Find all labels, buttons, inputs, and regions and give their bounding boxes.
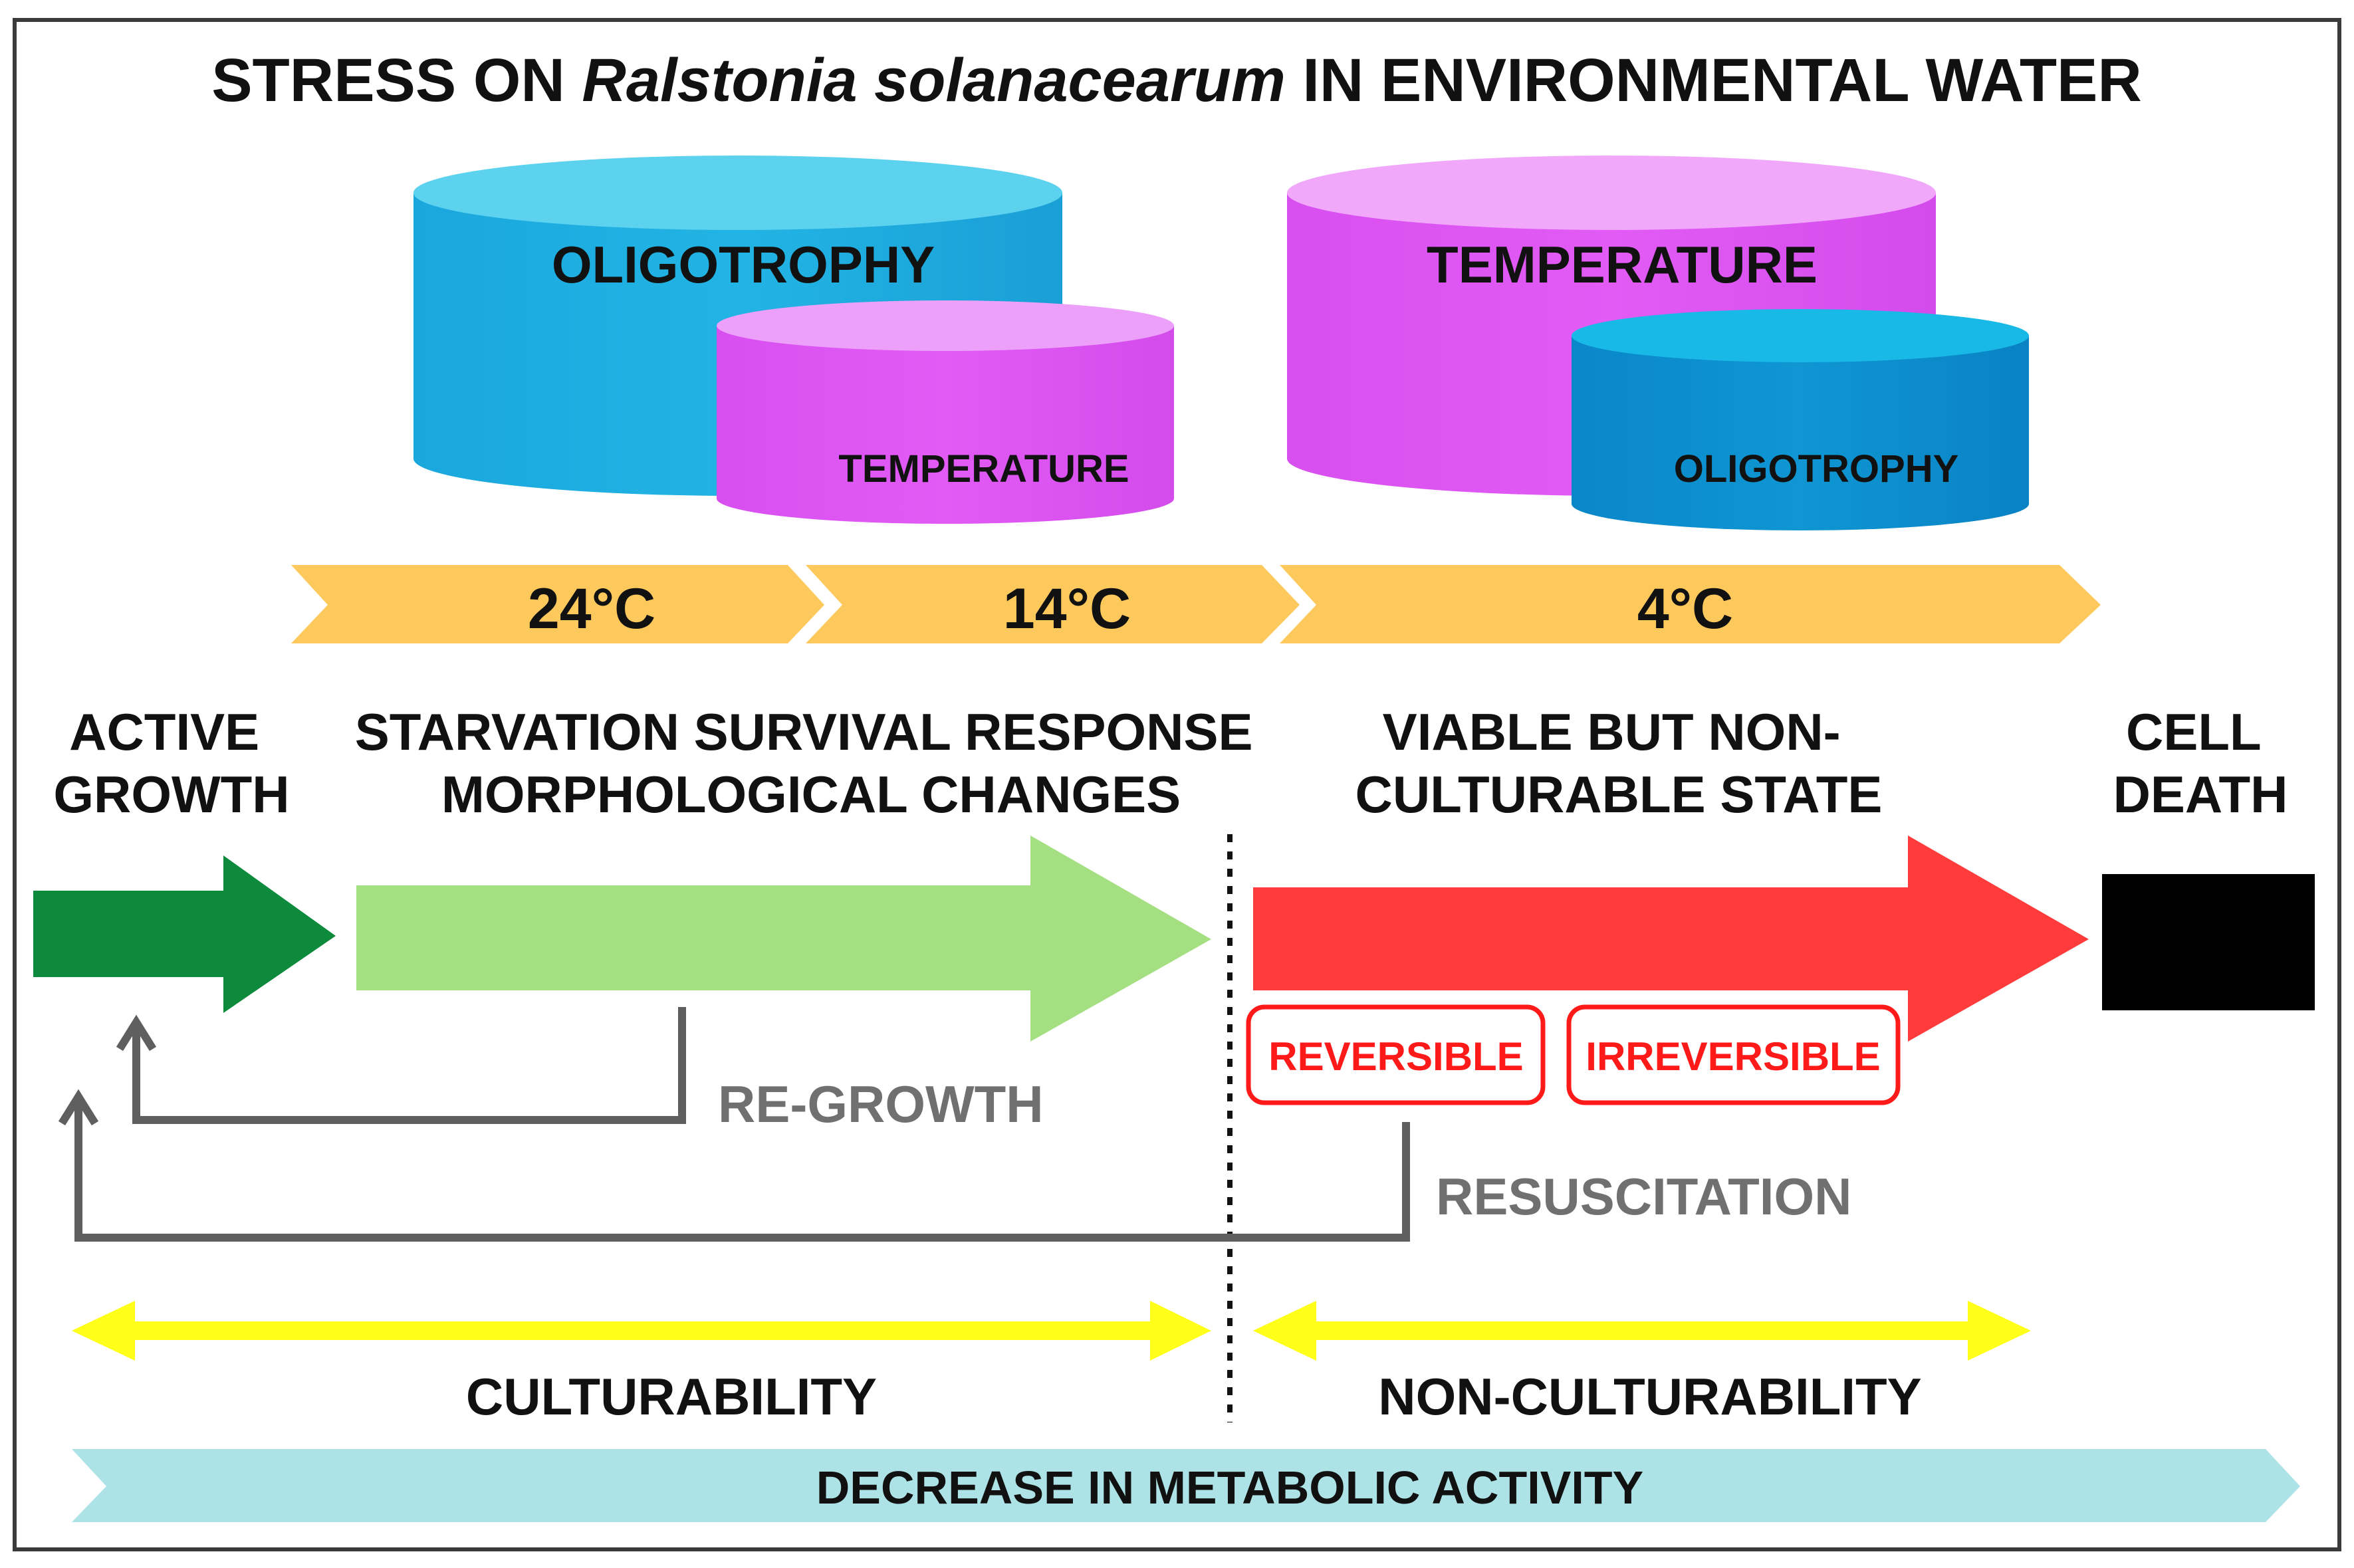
cell-death-block xyxy=(2102,874,2315,1010)
right-small-cylinder-label: OLIGOTROPHY xyxy=(1674,447,1959,491)
non-culturability-range-arrow xyxy=(1253,1301,2031,1361)
non-culturability-label: NON-CULTURABILITY xyxy=(1378,1367,1921,1426)
irreversible-badge: IRREVERSIBLE xyxy=(1566,1004,1901,1105)
reversible-badge: REVERSIBLE xyxy=(1246,1004,1546,1105)
resuscitation-label: RESUSCITATION xyxy=(1436,1167,1851,1226)
diagram-frame xyxy=(13,18,2341,1551)
regrowth-feedback-arrow xyxy=(116,1007,686,1124)
left-small-cylinder-label: TEMPERATURE xyxy=(838,447,1129,491)
temperature-chevron-row: 24°C 14°C 4°C xyxy=(291,565,2101,643)
chevron-14c xyxy=(806,565,1300,643)
temp-label-4c: 4°C xyxy=(1637,577,1733,641)
metabolic-activity-label: DECREASE IN METABOLIC ACTIVITY xyxy=(816,1462,1643,1513)
culturability-range-arrow xyxy=(72,1301,1211,1361)
left-big-cylinder-label: OLIGOTROPHY xyxy=(552,235,935,294)
right-cylinder-group: TEMPERATURE OLIGOTROPHY xyxy=(1287,156,2029,530)
resuscitation-feedback-arrow xyxy=(58,1089,1410,1242)
metabolic-activity-banner xyxy=(72,1449,2300,1522)
left-cylinder-group: OLIGOTROPHY TEMPERATURE xyxy=(413,156,1174,524)
active-growth-arrow xyxy=(33,855,336,1013)
oligotrophy-cylinder-small xyxy=(1572,309,2029,530)
chevron-4c xyxy=(1280,565,2101,643)
temperature-cylinder-small xyxy=(717,300,1174,524)
stage-labels: ACTIVE GROWTH STARVATION SURVIVAL RESPON… xyxy=(53,703,2288,824)
starvation-response-label: STARVATION SURVIVAL RESPONSE MORPHOLOGIC… xyxy=(355,703,1267,824)
chevron-24c xyxy=(291,565,824,643)
temp-label-24c: 24°C xyxy=(528,577,655,641)
reversible-label: REVERSIBLE xyxy=(1268,1034,1523,1079)
irreversible-label: IRREVERSIBLE xyxy=(1586,1034,1880,1079)
starvation-response-arrow xyxy=(356,836,1211,1042)
cell-death-label: CELL DEATH xyxy=(2113,703,2288,824)
regrowth-label: RE-GROWTH xyxy=(718,1075,1044,1133)
diagram-title: STRESS ON Ralstonia solanacearum IN ENVI… xyxy=(211,47,2142,114)
active-growth-label: ACTIVE GROWTH xyxy=(53,703,289,824)
culturability-label: CULTURABILITY xyxy=(466,1367,877,1426)
vbnc-arrow xyxy=(1253,836,2089,1042)
right-big-cylinder-label: TEMPERATURE xyxy=(1427,235,1818,294)
vbnc-state-label: VIABLE BUT NON- CULTURABLE STATE xyxy=(1355,703,1883,824)
temp-label-14c: 14°C xyxy=(1003,577,1131,641)
